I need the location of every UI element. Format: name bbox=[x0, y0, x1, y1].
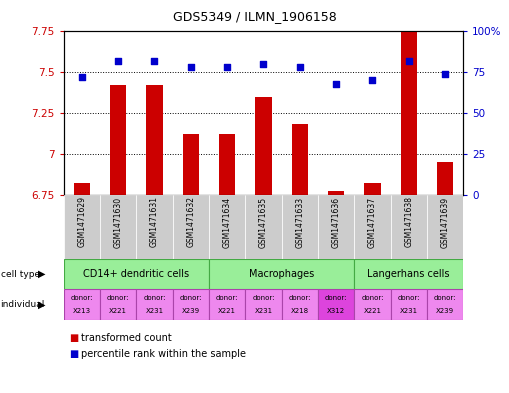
Bar bbox=[173, 289, 209, 320]
Bar bbox=[390, 195, 427, 259]
Text: GSM1471631: GSM1471631 bbox=[150, 196, 159, 248]
Text: donor:: donor: bbox=[398, 295, 420, 301]
Text: X221: X221 bbox=[218, 309, 236, 314]
Text: X312: X312 bbox=[327, 309, 345, 314]
Text: ▶: ▶ bbox=[38, 269, 46, 279]
Bar bbox=[219, 134, 235, 195]
Text: GSM1471630: GSM1471630 bbox=[114, 196, 123, 248]
Bar bbox=[183, 134, 199, 195]
Bar bbox=[354, 259, 463, 289]
Text: GSM1471636: GSM1471636 bbox=[331, 196, 341, 248]
Text: GSM1471634: GSM1471634 bbox=[222, 196, 232, 248]
Bar bbox=[64, 259, 209, 289]
Text: cell type: cell type bbox=[1, 270, 40, 279]
Bar bbox=[136, 289, 173, 320]
Point bbox=[259, 61, 268, 67]
Bar bbox=[328, 191, 344, 195]
Text: GDS5349 / ILMN_1906158: GDS5349 / ILMN_1906158 bbox=[173, 10, 336, 23]
Bar bbox=[100, 195, 136, 259]
Bar bbox=[209, 259, 354, 289]
Text: Macrophages: Macrophages bbox=[249, 269, 314, 279]
Text: X231: X231 bbox=[254, 309, 272, 314]
Bar bbox=[364, 183, 381, 195]
Bar bbox=[74, 183, 90, 195]
Point bbox=[441, 71, 449, 77]
Text: X231: X231 bbox=[400, 309, 418, 314]
Text: GSM1471635: GSM1471635 bbox=[259, 196, 268, 248]
Text: donor:: donor: bbox=[252, 295, 275, 301]
Bar bbox=[255, 97, 272, 195]
Bar bbox=[281, 289, 318, 320]
Bar bbox=[281, 195, 318, 259]
Bar bbox=[209, 195, 245, 259]
Text: donor:: donor: bbox=[180, 295, 202, 301]
Bar bbox=[427, 195, 463, 259]
Text: X221: X221 bbox=[109, 309, 127, 314]
Bar bbox=[292, 125, 308, 195]
Bar bbox=[110, 85, 126, 195]
Text: GSM1471632: GSM1471632 bbox=[186, 196, 195, 248]
Text: GSM1471637: GSM1471637 bbox=[368, 196, 377, 248]
Bar bbox=[354, 289, 390, 320]
Text: X239: X239 bbox=[182, 309, 200, 314]
Bar bbox=[64, 195, 100, 259]
Text: donor:: donor: bbox=[361, 295, 384, 301]
Text: donor:: donor: bbox=[216, 295, 238, 301]
Point bbox=[296, 64, 304, 70]
Point bbox=[223, 64, 231, 70]
Text: X239: X239 bbox=[436, 309, 454, 314]
Point bbox=[405, 58, 413, 64]
Text: GSM1471639: GSM1471639 bbox=[440, 196, 449, 248]
Text: Langerhans cells: Langerhans cells bbox=[367, 269, 450, 279]
Bar bbox=[245, 195, 281, 259]
Point bbox=[332, 81, 340, 87]
Text: percentile rank within the sample: percentile rank within the sample bbox=[81, 349, 246, 359]
Bar bbox=[100, 289, 136, 320]
Text: ▶: ▶ bbox=[38, 299, 46, 310]
Point bbox=[369, 77, 377, 83]
Text: transformed count: transformed count bbox=[81, 333, 172, 343]
Text: GSM1471633: GSM1471633 bbox=[295, 196, 304, 248]
Point bbox=[78, 74, 86, 80]
Bar bbox=[390, 289, 427, 320]
Bar bbox=[146, 85, 162, 195]
Point bbox=[187, 64, 195, 70]
Bar bbox=[354, 195, 390, 259]
Text: GSM1471638: GSM1471638 bbox=[404, 196, 413, 248]
Text: X221: X221 bbox=[363, 309, 381, 314]
Text: donor:: donor: bbox=[71, 295, 93, 301]
Bar bbox=[401, 28, 417, 195]
Bar bbox=[209, 289, 245, 320]
Bar bbox=[437, 162, 453, 195]
Bar bbox=[245, 289, 281, 320]
Text: donor:: donor: bbox=[107, 295, 129, 301]
Text: X213: X213 bbox=[73, 309, 91, 314]
Bar bbox=[318, 289, 354, 320]
Text: ■: ■ bbox=[69, 349, 78, 359]
Text: X218: X218 bbox=[291, 309, 309, 314]
Bar bbox=[318, 195, 354, 259]
Text: donor:: donor: bbox=[434, 295, 456, 301]
Text: donor:: donor: bbox=[325, 295, 347, 301]
Bar bbox=[427, 289, 463, 320]
Text: donor:: donor: bbox=[289, 295, 311, 301]
Point bbox=[114, 58, 122, 64]
Bar bbox=[64, 289, 100, 320]
Text: X231: X231 bbox=[146, 309, 163, 314]
Text: individual: individual bbox=[1, 300, 45, 309]
Bar bbox=[173, 195, 209, 259]
Point bbox=[150, 58, 158, 64]
Text: CD14+ dendritic cells: CD14+ dendritic cells bbox=[83, 269, 189, 279]
Text: ■: ■ bbox=[69, 333, 78, 343]
Text: GSM1471629: GSM1471629 bbox=[77, 196, 87, 248]
Text: donor:: donor: bbox=[143, 295, 166, 301]
Bar bbox=[136, 195, 173, 259]
